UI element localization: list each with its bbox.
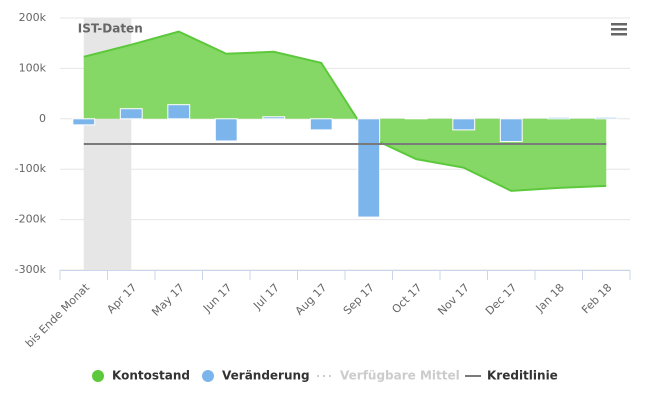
bar — [72, 118, 96, 126]
menu-bar[interactable] — [611, 28, 627, 31]
area-fill — [83, 31, 607, 191]
bar — [547, 116, 571, 120]
y-tick-label: -200k — [15, 213, 47, 226]
x-tick-label: Feb 18 — [579, 281, 614, 316]
x-tick-label: Nov 17 — [435, 281, 472, 318]
bar — [262, 116, 286, 120]
y-tick-label: 0 — [39, 112, 46, 125]
bar — [594, 116, 618, 120]
x-tick-label: Dec 17 — [483, 281, 520, 318]
legend-symbol — [202, 370, 214, 382]
legend-item[interactable]: Veränderung — [202, 369, 310, 383]
area-line — [83, 30, 607, 192]
legend-item[interactable]: Kreditlinie — [465, 369, 558, 383]
bar — [404, 117, 428, 120]
bar — [119, 108, 143, 120]
x-tick-label: Jan 18 — [533, 281, 567, 315]
x-tick-label: bis Ende Monat — [23, 281, 93, 351]
legend-label: Kreditlinie — [487, 369, 558, 383]
x-tick-label: Oct 17 — [389, 281, 424, 316]
legend-label: Verfügbare Mittel — [340, 369, 460, 383]
y-tick-label: 200k — [19, 11, 47, 24]
bar — [167, 104, 191, 120]
x-tick-label: Apr 17 — [104, 281, 139, 316]
menu-bar[interactable] — [611, 33, 627, 36]
bar — [499, 118, 523, 142]
legend-item[interactable]: Kontostand — [92, 369, 190, 383]
bar — [452, 118, 476, 131]
x-tick-label: Jun 17 — [200, 281, 234, 315]
bar — [214, 118, 238, 142]
x-tick-label: Jul 17 — [250, 281, 282, 313]
y-tick-label: -100k — [15, 162, 47, 175]
y-tick-label: 100k — [19, 61, 47, 74]
legend-label: Veränderung — [222, 369, 310, 383]
x-tick-label: May 17 — [149, 281, 187, 319]
y-tick-label: -300k — [15, 263, 47, 276]
bar — [309, 118, 333, 131]
menu-icon[interactable] — [611, 23, 627, 36]
legend-label: Kontostand — [112, 369, 190, 383]
legend-item[interactable]: Verfügbare Mittel — [317, 369, 460, 383]
plot-band-label: IST-Daten — [78, 22, 143, 36]
x-tick-label: Aug 17 — [293, 281, 330, 318]
bar — [357, 118, 381, 218]
legend-symbol — [92, 370, 104, 382]
menu-bar[interactable] — [611, 23, 627, 26]
x-tick-label: Sep 17 — [341, 281, 377, 317]
